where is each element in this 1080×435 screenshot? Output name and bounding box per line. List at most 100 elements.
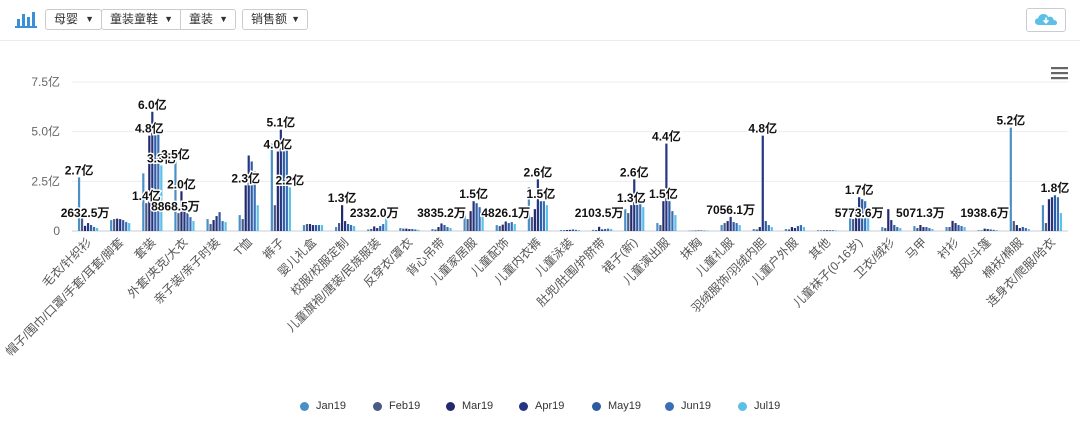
bar[interactable] <box>151 111 154 231</box>
bar[interactable] <box>884 228 887 231</box>
bar[interactable] <box>963 227 966 231</box>
bar[interactable] <box>671 211 674 231</box>
bar[interactable] <box>481 213 484 231</box>
bar[interactable] <box>370 229 373 231</box>
bar[interactable] <box>157 133 160 231</box>
bar[interactable] <box>367 229 370 231</box>
bar[interactable] <box>858 197 861 231</box>
bar[interactable] <box>697 230 700 231</box>
bar[interactable] <box>510 222 513 231</box>
bar[interactable] <box>116 218 119 231</box>
bar[interactable] <box>662 201 665 231</box>
bar[interactable] <box>279 129 282 231</box>
bar[interactable] <box>893 225 896 231</box>
bar[interactable] <box>174 161 177 231</box>
bar[interactable] <box>154 131 157 231</box>
bar[interactable] <box>434 229 437 231</box>
bar[interactable] <box>1009 127 1012 231</box>
bar[interactable] <box>533 209 536 231</box>
bar[interactable] <box>466 219 469 231</box>
bar[interactable] <box>542 201 545 231</box>
bar[interactable] <box>607 228 610 231</box>
bar[interactable] <box>317 225 321 231</box>
bar[interactable] <box>989 229 992 231</box>
bar[interactable] <box>601 229 604 231</box>
bar[interactable] <box>931 229 934 231</box>
bar[interactable] <box>732 222 735 231</box>
bar[interactable] <box>855 207 858 231</box>
bar[interactable] <box>411 229 414 231</box>
bar[interactable] <box>916 228 919 231</box>
bar[interactable] <box>896 227 899 231</box>
bar[interactable] <box>215 216 218 231</box>
bar[interactable] <box>247 155 250 231</box>
bar[interactable] <box>758 227 761 231</box>
bar[interactable] <box>577 230 581 231</box>
bar[interactable] <box>831 230 835 231</box>
bar[interactable] <box>819 230 823 231</box>
bar[interactable] <box>224 222 227 231</box>
bar[interactable] <box>1053 195 1057 231</box>
bar[interactable] <box>559 230 563 231</box>
bar[interactable] <box>80 213 84 231</box>
bar[interactable] <box>443 225 446 231</box>
bar[interactable] <box>504 221 507 231</box>
bar[interactable] <box>431 229 434 231</box>
bar[interactable] <box>790 227 793 231</box>
bar[interactable] <box>288 187 291 231</box>
bar[interactable] <box>761 135 764 231</box>
bar[interactable] <box>86 223 90 231</box>
bar[interactable] <box>627 213 630 231</box>
bar[interactable] <box>92 227 96 231</box>
subcategory-segment-1[interactable]: 童装童鞋 ▼ <box>102 10 180 29</box>
bar[interactable] <box>816 230 820 231</box>
bar[interactable] <box>192 221 195 231</box>
bar[interactable] <box>209 224 212 231</box>
bar[interactable] <box>624 209 627 231</box>
bar[interactable] <box>475 203 478 231</box>
bar[interactable] <box>180 191 183 231</box>
bar[interactable] <box>449 228 452 231</box>
bar[interactable] <box>463 215 466 231</box>
bar[interactable] <box>1012 221 1015 231</box>
bar[interactable] <box>183 205 186 231</box>
bar[interactable] <box>212 220 215 231</box>
bar[interactable] <box>957 225 960 231</box>
bar[interactable] <box>922 227 925 231</box>
bar[interactable] <box>960 226 963 231</box>
bar[interactable] <box>119 219 122 231</box>
bar[interactable] <box>1056 197 1060 231</box>
bar[interactable] <box>122 220 125 231</box>
bar[interactable] <box>726 221 729 231</box>
bar[interactable] <box>241 219 244 231</box>
bar[interactable] <box>270 143 273 231</box>
bar[interactable] <box>128 223 131 231</box>
chart-menu-icon[interactable] <box>1051 67 1068 80</box>
bar[interactable] <box>385 217 388 231</box>
bar[interactable] <box>89 225 93 231</box>
bar[interactable] <box>347 224 350 231</box>
bar[interactable] <box>755 229 758 231</box>
bar[interactable] <box>276 151 279 231</box>
bar[interactable] <box>125 222 128 231</box>
bar[interactable] <box>703 230 706 232</box>
bar[interactable] <box>408 229 411 231</box>
bar[interactable] <box>867 207 870 231</box>
bar[interactable] <box>668 201 671 231</box>
bar[interactable] <box>864 201 867 231</box>
bar[interactable] <box>767 225 770 231</box>
bar[interactable] <box>694 230 697 232</box>
bar[interactable] <box>1059 213 1063 231</box>
category-dropdown[interactable]: 母婴 ▼ <box>45 9 102 30</box>
bar[interactable] <box>633 179 636 231</box>
bar[interactable] <box>784 229 787 231</box>
bar[interactable] <box>320 225 324 231</box>
bar[interactable] <box>574 229 578 231</box>
bar[interactable] <box>861 199 864 231</box>
download-button[interactable] <box>1026 8 1066 32</box>
bar[interactable] <box>414 229 417 231</box>
bar[interactable] <box>674 215 677 231</box>
bar[interactable] <box>469 211 472 231</box>
bar[interactable] <box>796 226 799 231</box>
bar[interactable] <box>513 224 516 231</box>
